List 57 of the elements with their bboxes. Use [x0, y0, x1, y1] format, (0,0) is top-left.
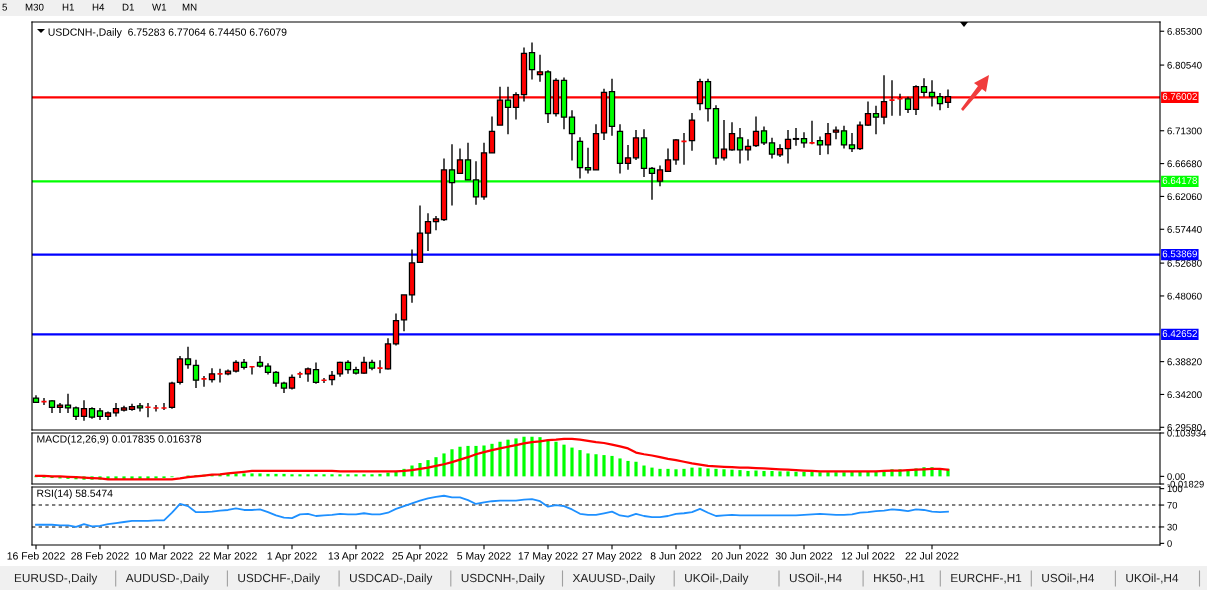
x-tick-label: 22 Jul 2022 [905, 551, 959, 560]
x-tick-label: 1 Apr 2022 [267, 552, 317, 562]
y-tick-label: 6.71300 [1167, 127, 1202, 135]
text: EURCHF-,H1 [951, 573, 1022, 584]
y-tick-label: 6.66680 [1167, 160, 1202, 168]
x-tick-label: 5 May 2022 [457, 552, 511, 562]
ref-line-label: 6.53869 [1162, 250, 1197, 258]
text: USDCNH-,Daily [461, 573, 545, 585]
x-tick-label: 12 Jul 2022 [841, 551, 895, 560]
y-tick-label: 6.52680 [1167, 259, 1202, 267]
y-tick-label: 6.34200 [1167, 391, 1202, 399]
text: USOil-,H4 [1042, 573, 1095, 584]
x-tick-label: 30 Jun 2022 [775, 552, 833, 560]
text: XAUUSD-,Daily [572, 573, 656, 585]
text: D1 [122, 3, 134, 11]
text: HK50-,H1 [874, 573, 925, 584]
text: USOil-,H4 [789, 573, 842, 584]
x-tick-label: 28 Feb 2022 [71, 551, 129, 560]
y-tick-label: 6.62060 [1167, 193, 1202, 201]
text: USDCHF-,Daily [238, 573, 321, 585]
text: UKOil-,Daily [685, 573, 749, 585]
y-tick-label: 6.38820 [1167, 358, 1202, 366]
y-tick-label: 6.48060 [1167, 292, 1202, 300]
x-tick-label: 17 May 2022 [518, 552, 578, 562]
y-tick-label: 0.00 [1167, 473, 1185, 480]
text: USDCAD-,Daily [350, 573, 433, 585]
x-tick-label: 13 Apr 2022 [328, 552, 384, 562]
y-tick-label: 6.29580 [1167, 424, 1202, 431]
ref-line-label: 6.42652 [1162, 330, 1197, 337]
x-tick-label: 25 Apr 2022 [392, 552, 448, 562]
text: AUDUSD-,Daily [125, 573, 209, 585]
text: UKOil-,H4 [1126, 573, 1179, 584]
text: M30 [25, 3, 44, 11]
y-tick-label: 70 [1167, 501, 1178, 509]
ref-line-label: 6.64178 [1162, 177, 1197, 184]
text: W1 [152, 3, 167, 11]
text: 5 [2, 3, 7, 11]
y-tick-label: 6.85300 [1167, 27, 1202, 35]
y-tick-label: 30 [1167, 523, 1178, 531]
text: H4 [92, 3, 105, 11]
y-tick-label: 0 [1167, 540, 1172, 547]
text: MN [182, 3, 197, 11]
y-tick-label: 6.80540 [1167, 61, 1202, 69]
y-tick-label: 6.57440 [1167, 226, 1202, 233]
text: H1 [62, 3, 74, 11]
chart-title: MACD(12,26,9) 0.017835 0.016378 [37, 435, 202, 445]
x-tick-label: 27 May 2022 [582, 552, 642, 562]
text: EURUSD-,Daily [14, 573, 98, 585]
ref-line-label: 6.76002 [1162, 93, 1197, 100]
x-tick-label: 22 Mar 2022 [199, 552, 257, 560]
y-tick-label: 0.103934 [1167, 429, 1207, 437]
text: USDCNH-,Daily 6.75283 6.77064 6.74450 6.76079 [48, 28, 287, 38]
chart-title: RSI(14) 58.5474 [37, 489, 113, 500]
x-tick-label: 10 Mar 2022 [135, 552, 193, 560]
x-tick-label: 8 Jun 2022 [650, 552, 702, 560]
x-tick-label: 20 Jun 2022 [711, 552, 769, 560]
x-tick-label: 16 Feb 2022 [7, 551, 65, 560]
